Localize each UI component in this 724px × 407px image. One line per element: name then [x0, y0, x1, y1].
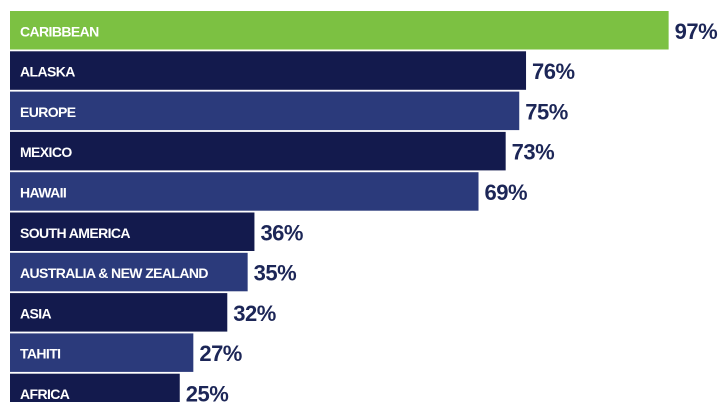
value-label: 76%	[532, 59, 575, 84]
bar	[10, 333, 194, 372]
bar	[10, 252, 248, 292]
value-label: 97%	[675, 19, 718, 44]
value-label: 32%	[233, 301, 276, 326]
value-label: 35%	[254, 261, 297, 286]
value-label: 69%	[485, 180, 528, 205]
category-label: AUSTRALIA & NEW ZEALAND	[20, 265, 208, 281]
category-label: SOUTH AMERICA	[20, 225, 130, 241]
category-label: ASIA	[20, 305, 52, 321]
value-label: 27%	[199, 341, 242, 366]
bar	[10, 11, 669, 50]
bar	[10, 212, 255, 251]
bar	[10, 51, 527, 90]
value-label: 75%	[525, 99, 568, 124]
bar	[10, 373, 180, 407]
category-label: CARIBBEAN	[20, 23, 99, 39]
category-label: AFRICA	[20, 386, 70, 402]
value-label: 36%	[260, 220, 303, 245]
value-label: 25%	[186, 381, 229, 402]
bar	[10, 172, 479, 211]
category-label: TAHITI	[20, 346, 60, 362]
category-label: HAWAII	[20, 184, 66, 200]
value-label: 73%	[512, 140, 555, 165]
bar	[10, 131, 506, 171]
category-label: MEXICO	[20, 144, 72, 160]
bar	[10, 293, 228, 332]
category-label: ALASKA	[20, 64, 75, 80]
bar	[10, 91, 520, 131]
category-label: EUROPE	[20, 104, 76, 120]
